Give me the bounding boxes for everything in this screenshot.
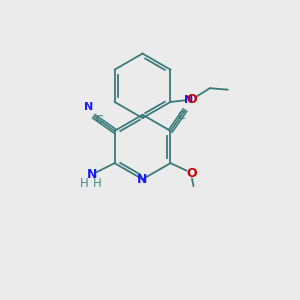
Text: H: H — [93, 177, 102, 190]
Text: H: H — [80, 177, 88, 190]
Text: O: O — [187, 93, 197, 106]
Text: N: N — [84, 102, 94, 112]
Text: O: O — [187, 167, 197, 180]
Text: N: N — [184, 95, 194, 105]
Text: N: N — [87, 168, 98, 181]
Text: C: C — [177, 111, 185, 121]
Text: N: N — [137, 173, 148, 186]
Text: C: C — [96, 115, 103, 125]
